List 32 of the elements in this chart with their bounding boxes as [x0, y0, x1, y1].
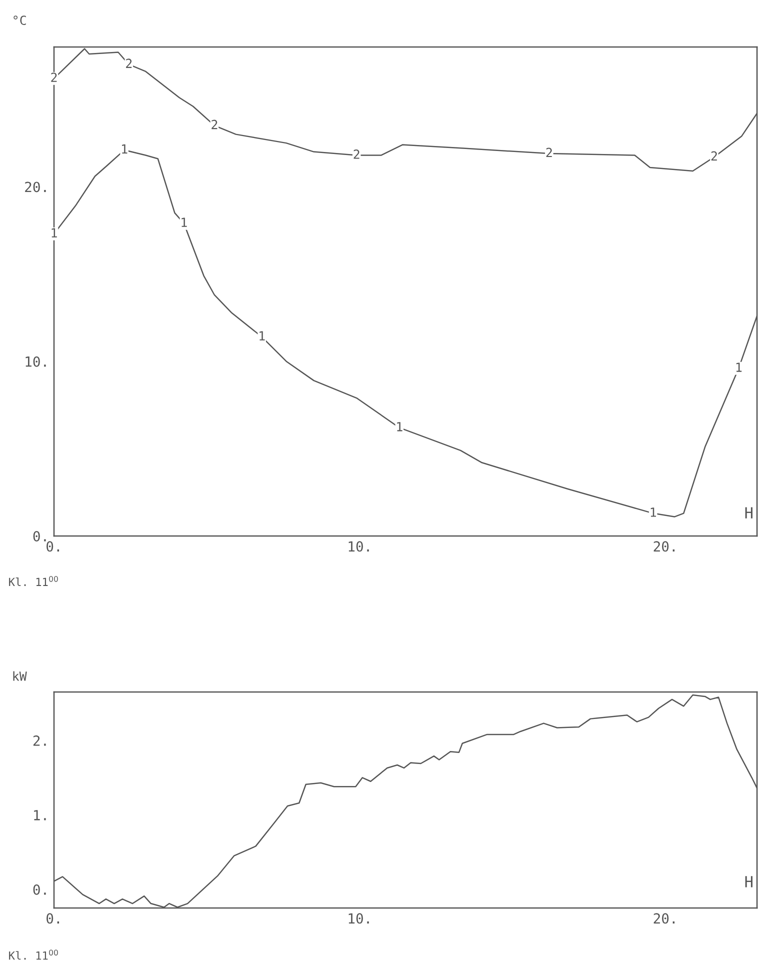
text: Kl. 11$^{00}$ [9, 576, 58, 586]
x-axis-title: H [745, 876, 752, 888]
text: 1 [650, 508, 656, 517]
text: 1 [397, 422, 402, 432]
text: 2 [212, 120, 218, 130]
text: 2 [546, 148, 552, 158]
x-tick-label: 10. [348, 913, 369, 924]
text: 1 [52, 228, 57, 238]
text: 1 [122, 144, 128, 154]
text: 1 [260, 331, 265, 340]
text: 2 [126, 58, 132, 68]
y-axis-title: °C [14, 16, 26, 26]
y-tick-label: 1. [34, 810, 46, 820]
text: 1 [182, 218, 187, 227]
y-tick-label: 20. [25, 182, 46, 192]
x-tick-label: 20. [654, 541, 675, 552]
x-tick-label: 0. [46, 913, 60, 924]
x-tick-label: 10. [348, 541, 369, 552]
text: Kl. 11$^{00}$ [9, 950, 58, 960]
x-tick-label: 20. [654, 913, 675, 924]
y-tick-label: 2. [33, 735, 46, 746]
y-tick-label: 0. [33, 531, 46, 542]
series-label: 2 [51, 72, 57, 82]
x-axis-title: H [745, 507, 752, 518]
text: 2 [354, 149, 360, 159]
text: 2 [711, 151, 717, 161]
y-axis-title: kW [13, 671, 27, 681]
line-series [54, 694, 757, 908]
y-tick-label: 10. [26, 356, 46, 367]
y-tick-label: 0. [33, 884, 46, 895]
series-label: 1 [736, 362, 742, 372]
x-tick-label: 0. [46, 541, 60, 552]
